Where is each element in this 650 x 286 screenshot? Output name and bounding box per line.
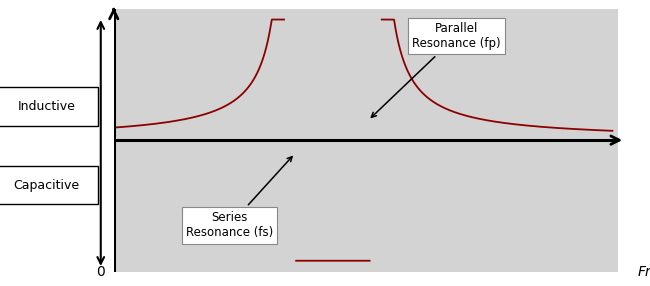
Text: Inductive: Inductive [18,100,76,113]
Text: 0: 0 [96,265,105,279]
Text: Capacitive: Capacitive [14,178,80,192]
FancyBboxPatch shape [0,166,98,204]
FancyBboxPatch shape [0,87,98,126]
Text: Parallel
Resonance (fp): Parallel Resonance (fp) [371,22,500,117]
Text: Frequencies: Frequencies [638,265,650,279]
Text: Series
Resonance (fs): Series Resonance (fs) [186,157,292,239]
